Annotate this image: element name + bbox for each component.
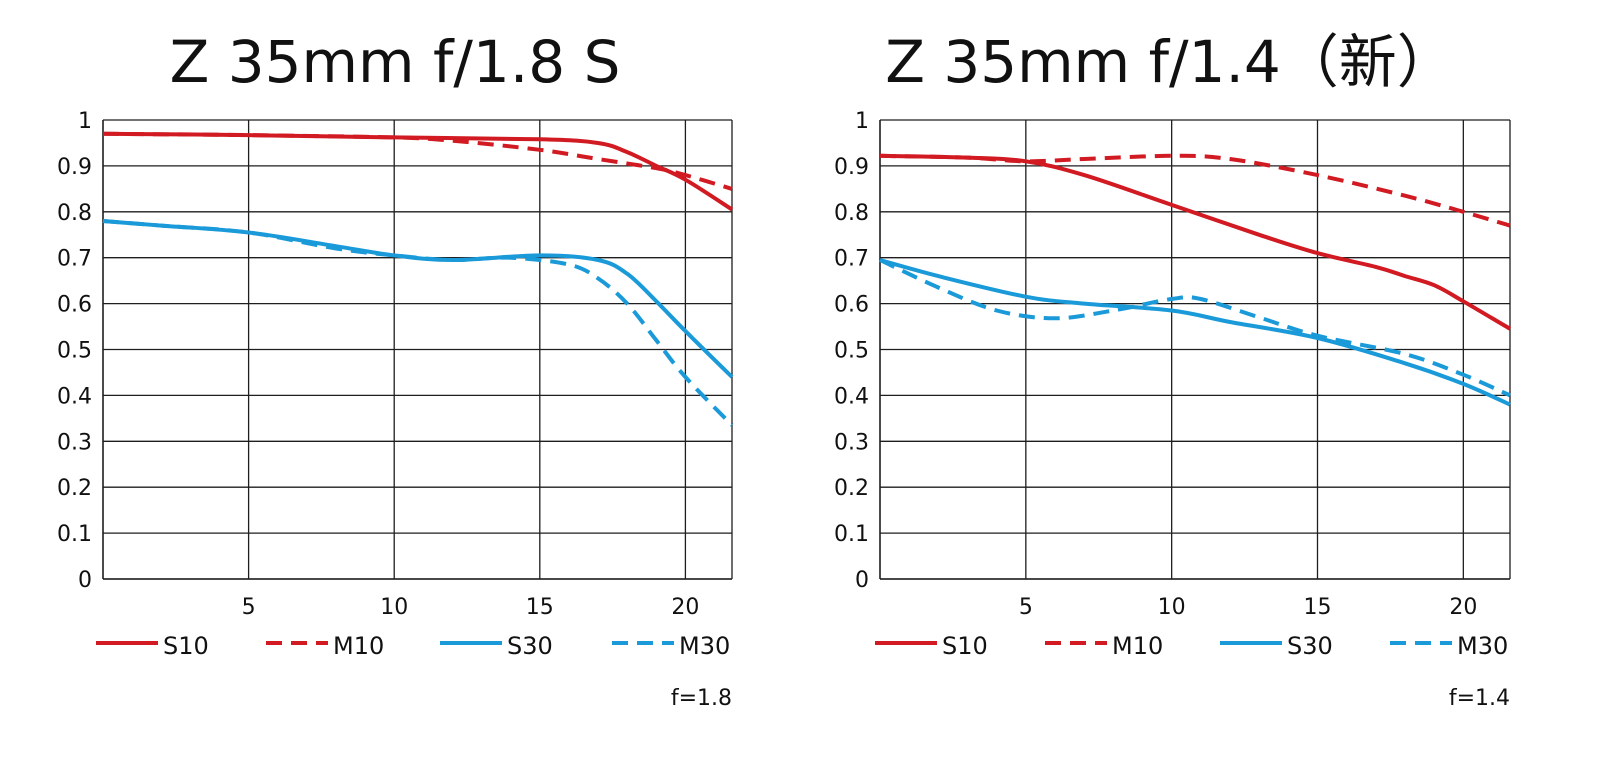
y-tick-label: 0.7 bbox=[834, 247, 869, 272]
chart-title-left: Z 35mm f/1.8 S bbox=[170, 28, 621, 96]
chart-panel-right: Z 35mm f/1.4（新） 0 0.1 0.2 0.3 0.4 0.5 0.6 0.7 0.… bbox=[834, 28, 1511, 711]
y-tick-label: 0.5 bbox=[57, 339, 92, 364]
legend-left: S10 M10 S30 M30 bbox=[96, 632, 730, 660]
y-tick-label: 0.7 bbox=[57, 247, 92, 272]
y-tick-label: 1 bbox=[78, 109, 92, 134]
legend-label-s30: S30 bbox=[507, 632, 553, 660]
chart-panel-left: Z 35mm f/1.8 S 0 0.1 0.2 0.3 0.4 0.5 0.6 0.7 0.8… bbox=[57, 28, 734, 711]
y-tick-label: 0.9 bbox=[834, 155, 869, 180]
y-tick-label: 0.2 bbox=[834, 476, 869, 501]
x-axis-ticks-right: 5 10 15 20 bbox=[1019, 595, 1478, 620]
grid-right bbox=[879, 119, 1511, 580]
chart-title-right: Z 35mm f/1.4（新） bbox=[885, 28, 1455, 96]
grid-left bbox=[102, 119, 733, 580]
legend-label-m30: M30 bbox=[1457, 632, 1508, 660]
legend-label-m30: M30 bbox=[679, 632, 730, 660]
aperture-label-left: f=1.8 bbox=[671, 686, 732, 711]
y-tick-label: 0.4 bbox=[834, 384, 869, 409]
y-tick-label: 0.6 bbox=[57, 293, 92, 318]
legend-label-s10: S10 bbox=[942, 632, 988, 660]
y-tick-label: 0.1 bbox=[834, 522, 869, 547]
legend-label-m10: M10 bbox=[1112, 632, 1163, 660]
aperture-label-right: f=1.4 bbox=[1449, 686, 1510, 711]
legend-label-m10: M10 bbox=[333, 632, 384, 660]
x-tick-label: 5 bbox=[242, 595, 256, 620]
series-line-s10 bbox=[102, 131, 734, 212]
y-axis-ticks-left: 0 0.1 0.2 0.3 0.4 0.5 0.6 0.7 0.8 0.9 1 bbox=[57, 109, 92, 593]
y-tick-label: 0.1 bbox=[57, 522, 92, 547]
series-lines-left bbox=[102, 131, 734, 427]
y-axis-ticks-right: 0 0.1 0.2 0.3 0.4 0.5 0.6 0.7 0.8 0.9 1 bbox=[834, 109, 869, 593]
y-tick-label: 0.8 bbox=[834, 201, 869, 226]
y-tick-label: 0.2 bbox=[57, 476, 92, 501]
legend-label-s30: S30 bbox=[1287, 632, 1333, 660]
y-tick-label: 0.4 bbox=[57, 384, 92, 409]
series-lines-right bbox=[879, 153, 1511, 407]
series-line-s30 bbox=[879, 258, 1511, 407]
y-tick-label: 0.9 bbox=[57, 155, 92, 180]
y-tick-label: 0 bbox=[855, 568, 869, 593]
x-tick-label: 15 bbox=[1304, 595, 1332, 620]
series-line-s30 bbox=[102, 219, 734, 379]
x-tick-label: 20 bbox=[671, 595, 699, 620]
series-line-m10 bbox=[102, 131, 733, 191]
legend-label-s10: S10 bbox=[163, 632, 209, 660]
x-tick-label: 10 bbox=[380, 595, 408, 620]
y-tick-label: 0.8 bbox=[57, 201, 92, 226]
y-tick-label: 0 bbox=[78, 568, 92, 593]
x-axis-ticks-left: 5 10 15 20 bbox=[242, 595, 700, 620]
y-tick-label: 0.6 bbox=[834, 293, 869, 318]
series-line-m30 bbox=[102, 219, 734, 427]
legend-right: S10 M10 S30 M30 bbox=[875, 632, 1508, 660]
x-tick-label: 10 bbox=[1158, 595, 1186, 620]
y-tick-label: 0.3 bbox=[57, 430, 92, 455]
x-tick-label: 20 bbox=[1449, 595, 1477, 620]
y-tick-label: 0.5 bbox=[834, 339, 869, 364]
series-line-m10 bbox=[879, 153, 1511, 228]
x-tick-label: 15 bbox=[526, 595, 554, 620]
y-tick-label: 1 bbox=[855, 109, 869, 134]
x-tick-label: 5 bbox=[1019, 595, 1033, 620]
y-tick-label: 0.3 bbox=[834, 430, 869, 455]
